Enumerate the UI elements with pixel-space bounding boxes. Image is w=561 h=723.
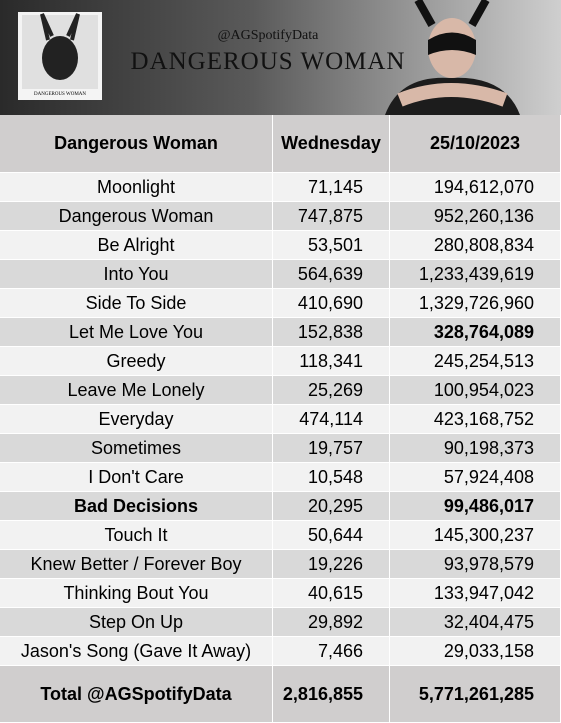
table-cell: 328,764,089	[390, 318, 561, 347]
table-cell: 133,947,042	[390, 579, 561, 608]
table-cell: Touch It	[0, 521, 273, 550]
table-cell: 7,466	[273, 637, 390, 666]
cover-ears	[40, 13, 80, 41]
table-cell: 10,548	[273, 463, 390, 492]
figure-mask	[428, 32, 476, 55]
table-cell: Dangerous Woman	[0, 202, 273, 231]
table-cell: Leave Me Lonely	[0, 376, 273, 405]
table-cell: 19,757	[273, 434, 390, 463]
table-cell: Everyday	[0, 405, 273, 434]
table-cell: 1,233,439,619	[390, 260, 561, 289]
table-cell: I Don't Care	[0, 463, 273, 492]
table-cell: 194,612,070	[390, 173, 561, 202]
table-cell: 1,329,726,960	[390, 289, 561, 318]
table-cell: Knew Better / Forever Boy	[0, 550, 273, 579]
table-cell: 40,615	[273, 579, 390, 608]
table-cell: 280,808,834	[390, 231, 561, 260]
table-cell: 474,114	[273, 405, 390, 434]
table-cell: Jason's Song (Gave It Away)	[0, 637, 273, 666]
table-cell: 57,924,408	[390, 463, 561, 492]
cover-title: DANGEROUS WOMAN	[34, 92, 86, 97]
table-cell: Moonlight	[0, 173, 273, 202]
table-cell: 53,501	[273, 231, 390, 260]
table-cell: 20,295	[273, 492, 390, 521]
table-cell: 25,269	[273, 376, 390, 405]
table-cell: 145,300,237	[390, 521, 561, 550]
table-cell: Side To Side	[0, 289, 273, 318]
table-cell: Be Alright	[0, 231, 273, 260]
table-cell: Thinking Bout You	[0, 579, 273, 608]
table-cell: 952,260,136	[390, 202, 561, 231]
table-cell: 71,145	[273, 173, 390, 202]
header-cell: 25/10/2023	[390, 115, 561, 173]
table-cell: Greedy	[0, 347, 273, 376]
total-cell: 5,771,261,285	[390, 666, 561, 723]
banner-handle: @AGSpotifyData	[217, 28, 319, 43]
table-cell: Sometimes	[0, 434, 273, 463]
table-cell: 245,254,513	[390, 347, 561, 376]
table-cell: 747,875	[273, 202, 390, 231]
table-cell: 423,168,752	[390, 405, 561, 434]
table-cell: 32,404,475	[390, 608, 561, 637]
table-cell: Into You	[0, 260, 273, 289]
header-cell: Dangerous Woman	[0, 115, 273, 173]
banner-art: DANGEROUS WOMAN	[18, 0, 520, 115]
header-cell: Wednesday	[273, 115, 390, 173]
figure-arms	[397, 83, 508, 107]
table-cell: 90,198,373	[390, 434, 561, 463]
table-cell: 100,954,023	[390, 376, 561, 405]
cover-figure	[42, 36, 78, 80]
figure-ears	[414, 0, 490, 27]
table-cell: Bad Decisions	[0, 492, 273, 521]
total-cell: 2,816,855	[273, 666, 390, 723]
table-cell: Step On Up	[0, 608, 273, 637]
total-cell: Total @AGSpotifyData	[0, 666, 273, 723]
table-cell: 19,226	[273, 550, 390, 579]
table-cell: 152,838	[273, 318, 390, 347]
table-cell: 99,486,017	[390, 492, 561, 521]
table-cell: 118,341	[273, 347, 390, 376]
table-cell: 29,033,158	[390, 637, 561, 666]
table-cell: Let Me Love You	[0, 318, 273, 347]
table-cell: 93,978,579	[390, 550, 561, 579]
table-cell: 564,639	[273, 260, 390, 289]
table-cell: 29,892	[273, 608, 390, 637]
banner-title: DANGEROUS WOMAN	[130, 48, 406, 75]
banner: DANGEROUS WOMAN @AGSpotifyData DANGEROUS…	[0, 0, 561, 115]
table-cell: 50,644	[273, 521, 390, 550]
table-cell: 410,690	[273, 289, 390, 318]
